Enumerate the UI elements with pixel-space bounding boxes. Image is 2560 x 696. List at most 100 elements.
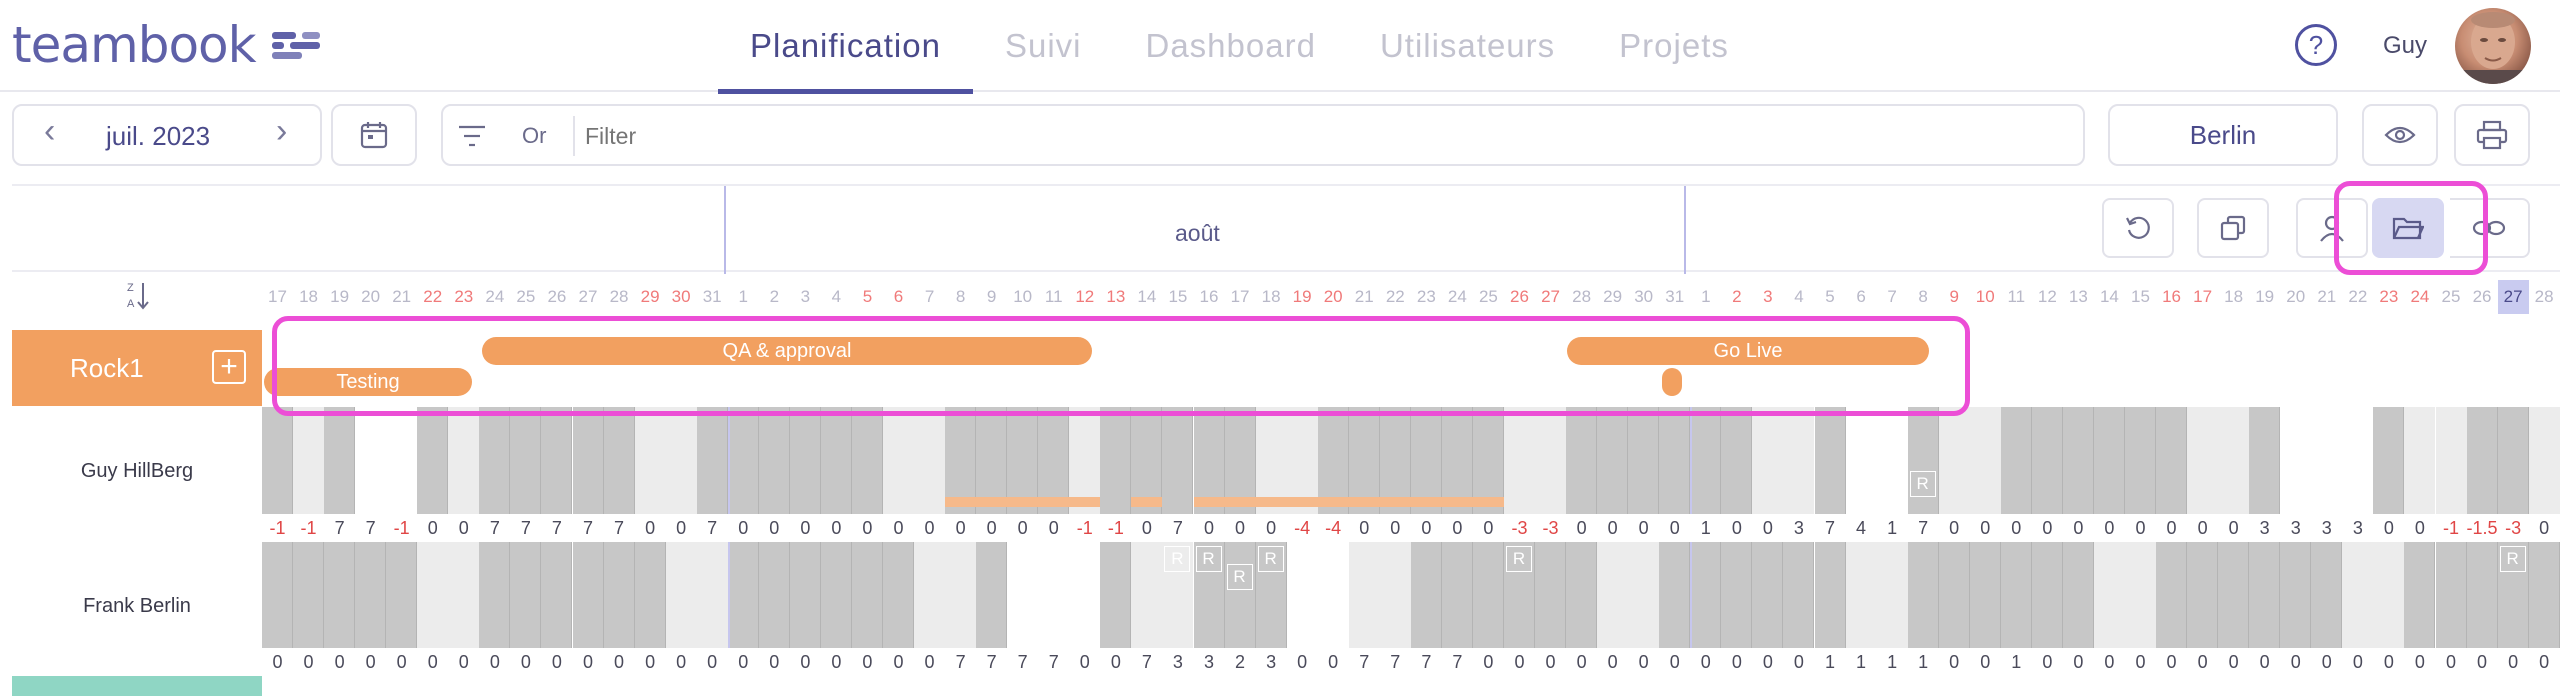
reservation-tag[interactable]: R (1878, 425, 1905, 451)
tab-planification[interactable]: Planification (718, 0, 973, 94)
day-cell[interactable] (2093, 542, 2125, 648)
reservation-tag[interactable]: R (1909, 471, 1936, 497)
reservation-tag[interactable]: R (1195, 546, 1222, 572)
day-cell[interactable] (1814, 407, 1846, 514)
day-cell[interactable] (634, 542, 666, 648)
day-cell[interactable] (1348, 542, 1380, 648)
city-selector[interactable]: Berlin (2108, 104, 2338, 166)
booking-bar[interactable] (1348, 497, 1504, 507)
day-cell[interactable] (1659, 542, 1691, 648)
day-cell[interactable] (976, 407, 1008, 514)
undo-button[interactable] (2102, 198, 2174, 258)
day-cell[interactable] (1752, 407, 1784, 514)
day-cell[interactable] (293, 542, 325, 648)
day-cell[interactable] (820, 542, 852, 648)
booking-bar[interactable] (1131, 497, 1163, 507)
visibility-button[interactable] (2362, 104, 2438, 166)
phase-milestone[interactable] (1662, 368, 1682, 396)
day-cell[interactable] (324, 407, 356, 514)
day-cell[interactable] (727, 542, 759, 648)
day-cell[interactable] (851, 542, 883, 648)
day-cell[interactable] (1317, 542, 1349, 648)
day-cell[interactable] (696, 407, 728, 514)
day-cell[interactable] (1410, 407, 1442, 514)
day-cell[interactable] (448, 407, 480, 514)
day-cell[interactable] (1441, 542, 1473, 648)
day-cell[interactable] (1317, 407, 1349, 514)
day-cell[interactable] (1783, 407, 1815, 514)
day-cell[interactable] (1379, 542, 1411, 648)
day-cell[interactable] (914, 542, 946, 648)
day-cell[interactable] (2218, 407, 2250, 514)
day-cell[interactable] (2062, 407, 2094, 514)
day-cell[interactable] (1255, 407, 1287, 514)
reservation-tag[interactable]: R (1506, 546, 1532, 572)
day-cell[interactable] (448, 542, 480, 648)
day-cell[interactable] (1286, 407, 1318, 514)
add-project-member-button[interactable]: + (212, 350, 246, 384)
day-cell[interactable] (355, 407, 387, 514)
day-cell[interactable] (355, 542, 387, 648)
day-cell[interactable] (324, 542, 356, 648)
day-cell[interactable] (262, 542, 293, 648)
day-cell[interactable] (1938, 542, 1970, 648)
booking-bar[interactable] (1193, 497, 1287, 507)
day-cell[interactable] (2187, 542, 2219, 648)
people-view-button[interactable] (2296, 198, 2368, 258)
day-cell[interactable] (1566, 542, 1598, 648)
day-cell[interactable] (2062, 542, 2094, 648)
day-cell[interactable] (820, 407, 852, 514)
booking-bar[interactable] (945, 497, 1101, 507)
day-cell[interactable] (1472, 407, 1504, 514)
day-cell[interactable] (2156, 542, 2188, 648)
day-cell[interactable] (1286, 542, 1318, 648)
day-cell[interactable] (479, 542, 511, 648)
day-cell[interactable] (572, 542, 604, 648)
day-cell[interactable] (1969, 542, 2001, 648)
day-cell[interactable] (1379, 407, 1411, 514)
day-cell[interactable] (2249, 407, 2281, 514)
tab-dashboard[interactable]: Dashboard (1145, 27, 1316, 64)
day-cell[interactable] (789, 542, 821, 648)
day-cell[interactable] (665, 542, 697, 648)
day-cell[interactable] (386, 407, 418, 514)
day-cell[interactable] (1410, 542, 1442, 648)
day-cell[interactable] (2404, 407, 2436, 514)
day-cell[interactable] (1566, 407, 1598, 514)
phase-go-live[interactable]: Go Live (1567, 337, 1929, 365)
day-cell[interactable] (2280, 407, 2312, 514)
day-cell[interactable] (2342, 407, 2374, 514)
tab-suivi[interactable]: Suivi (1004, 27, 1082, 64)
day-cell[interactable] (2466, 407, 2498, 514)
day-cell[interactable] (1752, 542, 1784, 648)
day-cell[interactable] (665, 407, 697, 514)
day-cell[interactable] (572, 407, 604, 514)
day-cell[interactable] (1597, 542, 1629, 648)
day-cell[interactable] (541, 542, 573, 648)
projects-view-button[interactable] (2372, 198, 2444, 258)
avatar[interactable] (2455, 8, 2531, 84)
day-cell[interactable] (2373, 542, 2405, 648)
day-cell[interactable] (1131, 542, 1163, 648)
day-cell[interactable] (1193, 542, 1225, 648)
day-cell[interactable] (1348, 407, 1380, 514)
day-cell[interactable] (945, 542, 977, 648)
day-cell[interactable] (1845, 407, 1877, 514)
day-cell[interactable] (2156, 407, 2188, 514)
day-cell[interactable] (1224, 542, 1256, 648)
day-cell[interactable] (603, 407, 635, 514)
day-cell[interactable] (2497, 407, 2529, 514)
day-cell[interactable] (2435, 542, 2467, 648)
day-cell[interactable] (2528, 407, 2560, 514)
day-cell[interactable] (1845, 542, 1877, 648)
day-cell[interactable] (1535, 407, 1567, 514)
day-cell[interactable] (1938, 407, 1970, 514)
day-cell[interactable] (510, 407, 542, 514)
chevron-left-icon[interactable]: ‹ (44, 112, 56, 150)
user-name[interactable]: Guy (2383, 32, 2428, 59)
project-label[interactable]: Rock1 (12, 330, 262, 406)
day-cell[interactable] (2000, 542, 2032, 648)
day-cell[interactable] (1162, 407, 1194, 514)
day-cell[interactable] (1224, 407, 1256, 514)
